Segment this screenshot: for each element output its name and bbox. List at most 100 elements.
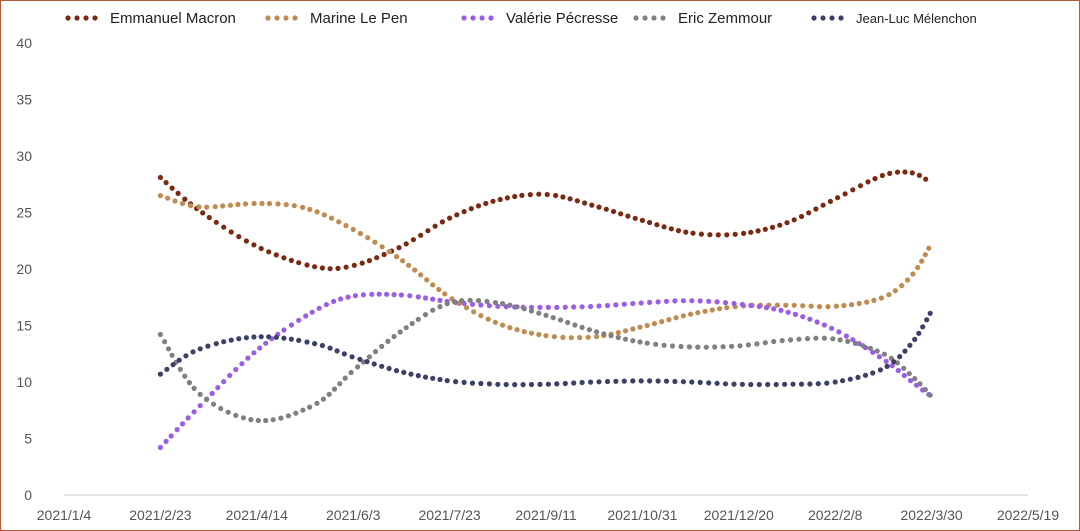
series-dot	[376, 291, 382, 297]
series-dot	[663, 378, 670, 384]
series-dot	[453, 379, 459, 385]
series-dot	[688, 311, 694, 317]
series-dot	[902, 348, 908, 354]
series-dot	[589, 202, 595, 208]
y-tick-label: 40	[16, 35, 32, 51]
series-dot	[348, 369, 354, 376]
series-dot	[596, 204, 602, 210]
series-dot	[777, 222, 783, 228]
series-dot	[444, 301, 450, 307]
series-dot	[756, 381, 762, 388]
series-dot	[521, 329, 527, 335]
series-dot	[163, 438, 169, 444]
series-dot	[825, 304, 831, 310]
series-dot	[183, 353, 189, 359]
series-dot	[422, 374, 429, 380]
series-dot	[316, 305, 322, 311]
series-dot	[188, 203, 194, 209]
series-dot	[585, 334, 591, 340]
series-dot	[507, 325, 513, 331]
series-dot	[603, 206, 609, 212]
series-dot	[327, 266, 333, 272]
series-dot	[871, 297, 877, 303]
series-layer	[157, 169, 933, 451]
series-dot	[175, 190, 181, 196]
series-dot	[221, 339, 227, 345]
series-dot	[185, 415, 191, 421]
series-dot	[331, 386, 338, 392]
series-dot	[790, 381, 796, 387]
series-dot	[714, 299, 720, 305]
series-dot	[514, 327, 520, 333]
series-dot	[560, 334, 566, 340]
series-dot	[618, 211, 624, 217]
series-dot	[437, 297, 443, 303]
series-dot	[425, 228, 431, 234]
series-dot	[588, 379, 594, 385]
series-dot	[492, 319, 498, 325]
series-dot	[415, 373, 421, 379]
series-dot	[520, 382, 526, 388]
series-dot	[654, 222, 660, 228]
series-dot	[164, 366, 170, 372]
series-dot	[385, 338, 391, 344]
series-dot	[467, 297, 473, 303]
series-dot	[907, 378, 914, 384]
series-dot	[273, 252, 279, 258]
series-dot	[808, 303, 814, 309]
series-dot	[215, 385, 221, 391]
series-dot	[278, 415, 284, 421]
series-dot	[604, 378, 611, 385]
series-dot	[323, 302, 329, 308]
series-dot	[852, 340, 859, 346]
series-dot	[422, 312, 429, 318]
series-dot	[235, 201, 241, 208]
legend-dot	[470, 15, 476, 21]
series-dot	[221, 224, 227, 230]
legend-dot	[83, 15, 89, 21]
series-dot	[266, 334, 272, 340]
series-dot	[418, 232, 424, 238]
series-dot	[872, 176, 878, 182]
series-dot	[709, 307, 715, 313]
series-dot	[639, 217, 646, 223]
series-dot	[331, 298, 337, 304]
series-dot	[319, 342, 325, 349]
series-dot	[495, 381, 501, 387]
series-dot	[475, 203, 482, 209]
series-dot	[209, 390, 215, 397]
series-dot	[637, 324, 643, 330]
series-dot	[507, 302, 513, 308]
series-val-rie-p-cresse	[157, 291, 932, 451]
series-dot	[920, 324, 926, 330]
series-dot	[748, 381, 754, 388]
series-dot	[304, 339, 310, 345]
series-dot	[342, 375, 348, 381]
legend-swatch-pecresse	[461, 15, 494, 21]
series-dot	[741, 230, 747, 236]
series-dot	[357, 356, 363, 362]
x-tick-label: 2021/12/20	[704, 507, 774, 523]
series-dot	[894, 169, 901, 175]
series-dot	[300, 204, 306, 210]
series-dot	[371, 361, 377, 367]
series-dot	[381, 251, 387, 258]
series-dot	[856, 341, 862, 347]
series-dot	[879, 172, 886, 179]
series-dot	[336, 219, 342, 225]
series-dot	[554, 304, 560, 310]
series-dot	[666, 317, 672, 323]
series-dot	[883, 358, 889, 364]
series-dot	[655, 299, 661, 305]
series-dot	[630, 378, 636, 384]
series-dot	[469, 301, 476, 307]
legend-dot	[265, 15, 271, 21]
series-dot	[374, 255, 380, 261]
series-dot	[259, 200, 265, 207]
series-dot	[917, 381, 923, 387]
series-dot	[528, 381, 535, 388]
series-dot	[815, 381, 821, 387]
series-dot	[335, 265, 341, 271]
series-dot	[281, 335, 287, 341]
legend-item-zemmour: Eric Zemmour	[630, 8, 772, 28]
